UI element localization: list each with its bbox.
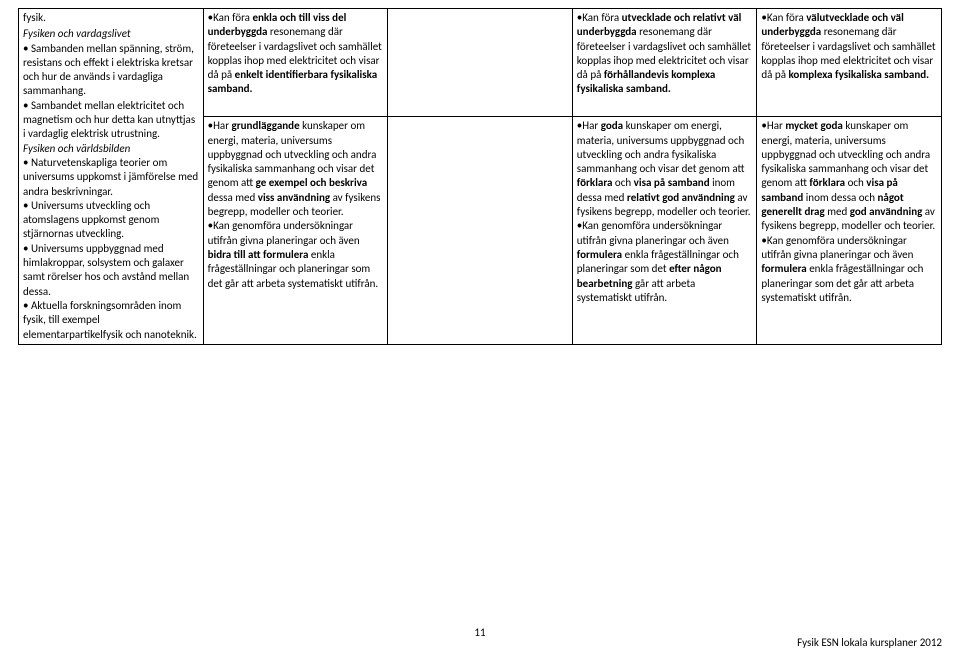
cell-level-e: •Har grundläggande kunskaper om energi, … — [203, 117, 388, 345]
cell-level-c: •Kan föra utvecklade och relativt väl un… — [572, 9, 757, 117]
doc-label: Fysik ESN lokala kursplaner 2012 — [797, 636, 942, 650]
cell-level-c: •Har goda kunskaper om energi, materia, … — [572, 117, 757, 345]
cell-level-e: •Kan föra enkla och till viss del underb… — [203, 9, 388, 117]
cell-text: •Kan föra välutvecklade och väl underbyg… — [761, 11, 937, 82]
bullet-item: • Sambanden mellan spänning, ström, resi… — [23, 42, 199, 99]
cell-level-a: •Har mycket goda kunskaper om energi, ma… — [757, 117, 942, 345]
page: fysik. Fysiken och vardagslivet • Samban… — [0, 0, 960, 385]
bullet-item: • Naturvetenskapliga teorier om universu… — [23, 156, 199, 199]
table-row: fysik. Fysiken och vardagslivet • Samban… — [19, 9, 942, 117]
bullet-item: • Universums uppbyggnad med himlakroppar… — [23, 242, 199, 299]
cell-level-a: •Kan föra välutvecklade och väl underbyg… — [757, 9, 942, 117]
cell-col1: fysik. Fysiken och vardagslivet • Samban… — [19, 9, 204, 345]
cell-text: •Kan föra enkla och till viss del underb… — [208, 11, 384, 97]
cell-text: •Kan föra utvecklade och relativt väl un… — [577, 11, 753, 97]
bullet-item: • Sambandet mellan elektricitet och magn… — [23, 99, 199, 142]
pre-text: fysik. — [23, 11, 199, 25]
cell-text: •Har grundläggande kunskaper om energi, … — [208, 119, 384, 291]
bullet-item: • Universums utveckling och atomslagens … — [23, 199, 199, 242]
section-heading: Fysiken och vardagslivet — [23, 27, 199, 41]
cell-blank — [388, 117, 573, 345]
section-heading: Fysiken och världsbilden — [23, 142, 199, 156]
cell-text: •Har mycket goda kunskaper om energi, ma… — [761, 119, 937, 305]
bullet-item: • Aktuella forskningsområden inom fysik,… — [23, 299, 199, 342]
cell-blank — [388, 9, 573, 117]
cell-text: •Har goda kunskaper om energi, materia, … — [577, 119, 753, 305]
curriculum-table: fysik. Fysiken och vardagslivet • Samban… — [18, 8, 942, 345]
